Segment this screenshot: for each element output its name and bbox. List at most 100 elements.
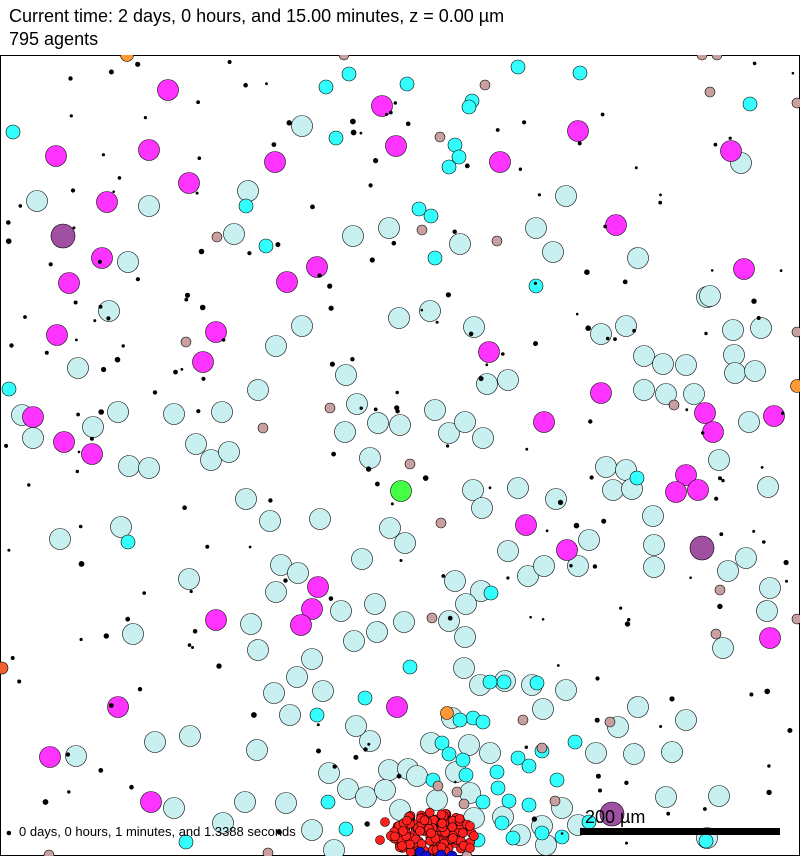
magenta-cell [53,431,75,453]
pale-cyan-cell [655,786,677,808]
debris-speck [72,226,76,230]
debris-speck [276,829,282,835]
debris-speck [70,188,76,193]
debris-speck [447,615,453,621]
debris-speck [766,789,772,796]
cyan-cell [496,674,512,690]
magenta-cell [307,576,329,598]
pale-cyan-cell [532,698,554,720]
magenta-cell [301,598,323,620]
cyan-cell [238,198,254,214]
debris-speck [227,59,232,64]
debris-speck [719,532,724,537]
cyan-cell [494,815,510,831]
debris-speck [89,436,94,441]
pale-cyan-cell [309,508,331,530]
red-cell [415,826,425,836]
debris-speck [787,727,793,733]
pale-cyan-cell [590,323,612,345]
debris-speck [373,158,379,164]
magenta-cell [720,140,742,162]
debris-speck [728,136,732,140]
debris-speck [545,529,549,533]
debris-speck [666,811,671,816]
pale-cyan-cell [759,577,781,599]
debris-speck [101,153,105,157]
debris-speck [453,780,457,784]
debris-speck [595,773,601,779]
pale-cyan-cell [98,300,120,322]
debris-speck [385,112,389,116]
pale-cyan-cell [223,223,245,245]
debris-speck [142,591,146,595]
cyan-cell [338,821,354,837]
debris-speck [196,100,201,105]
magenta-cell [533,411,555,433]
pale-cyan-cell [275,792,297,814]
debris-speck [597,788,602,793]
debris-speck [488,486,492,490]
debris-speck [485,363,489,367]
pale-cyan-cell [675,354,697,376]
pale-cyan-cell [323,839,345,856]
tan-cell [435,517,447,529]
pale-cyan-cell [67,357,89,379]
pale-cyan-cell [642,505,664,527]
pale-cyan-cell [234,791,256,813]
red-cell [465,821,475,831]
pale-cyan-cell [301,819,323,841]
cyan-cell [461,99,477,115]
pale-cyan-cell [212,812,234,834]
pale-cyan-cell [567,555,589,577]
tan-cell [324,402,336,414]
pale-cyan-cell [346,393,368,415]
pale-cyan-cell [82,416,104,438]
pale-cyan-cell [312,680,334,702]
debris-speck [353,754,359,760]
debris-speck [721,478,725,483]
debris-speck [310,204,315,210]
pale-cyan-cell [472,427,494,449]
cyan-cell [742,96,758,112]
cyan-cell [452,712,468,728]
orange-cell [120,55,134,62]
debris-speck [271,142,277,147]
debris-speck [373,407,378,412]
pale-cyan-cell [218,441,240,463]
pale-cyan-cell [463,316,485,338]
pale-cyan-cell [750,317,772,339]
debris-speck [374,481,380,487]
pale-cyan-cell [438,610,460,632]
debris-speck [73,300,78,305]
pale-cyan-cell [643,534,665,556]
cyan-cell [629,470,645,486]
cyan-cell [528,278,544,294]
pale-cyan-cell [240,613,262,635]
debris-speck [784,579,788,583]
debris-speck [541,617,545,621]
pale-cyan-cell [497,540,519,562]
debris-speck [518,167,523,171]
debris-speck [495,128,500,132]
pale-cyan-cell [237,180,259,202]
debris-speck [192,628,198,634]
cyan-cell [482,674,498,690]
cyan-cell [1,381,17,397]
pale-cyan-cell [462,479,484,501]
debris-speck [195,191,199,195]
red-cell [426,828,436,839]
cyan-cell [357,690,373,706]
debris-speck [393,101,397,105]
pale-cyan-cell [367,412,389,434]
tan-cell [432,780,444,792]
cyan-cell [534,825,550,841]
red-cell [375,835,385,845]
pale-cyan-cell [374,779,396,801]
debris-speck [6,830,12,836]
pale-cyan-cell [744,360,766,382]
debris-speck [452,229,457,234]
cyan-cell [567,734,583,750]
tan-cell [257,422,269,434]
magenta-cell [763,405,785,427]
debris-speck [717,603,723,610]
